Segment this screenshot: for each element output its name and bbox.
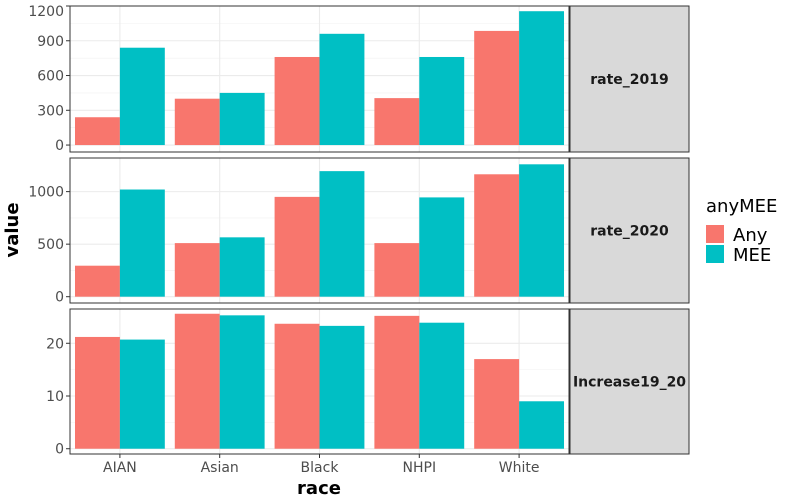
x-axis: AIAN Asian Black NHPI White	[103, 454, 539, 476]
bar-any-black	[274, 56, 320, 146]
x-tick-label: NHPI	[403, 460, 437, 476]
y-tick-label: 300	[37, 103, 64, 119]
bar-mee-aian	[119, 47, 165, 146]
bar-mee-black	[319, 33, 365, 146]
bar-any-asian	[174, 98, 220, 146]
bar-any-aian	[74, 336, 120, 449]
legend-title: anyMEE	[706, 196, 777, 217]
facet-strip-label: Increase19_20	[573, 375, 686, 391]
y-tick-label: 20	[46, 336, 64, 352]
y-tick-label: 0	[55, 290, 64, 306]
bar-any-aian	[74, 117, 120, 146]
facet-strip-label: rate_2020	[590, 224, 669, 240]
y-tick-label: 600	[37, 69, 64, 85]
facet-strip-label: rate_2019	[590, 72, 669, 88]
y-tick-label: 1000	[28, 185, 64, 201]
bar-any-nhpi	[374, 243, 420, 297]
bar-any-nhpi	[374, 315, 420, 449]
y-tick-label: 500	[37, 237, 64, 253]
facet-panel-rate_2019: 0 300 600 900 1200 rate_2019	[28, 4, 690, 154]
bar-mee-nhpi	[419, 197, 465, 297]
panel-border	[69, 157, 570, 304]
legend-label-any: Any	[733, 225, 768, 246]
x-tick-label: Asian	[201, 460, 239, 476]
bar-any-aian	[74, 265, 120, 297]
bar-mee-nhpi	[419, 322, 465, 449]
x-tick-label: AIAN	[103, 460, 137, 476]
bar-mee-asian	[219, 237, 265, 297]
facet-panel-rate_2020: 0 500 1000 rate_2020	[28, 157, 690, 306]
y-tick-label: 10	[46, 389, 64, 405]
bar-mee-aian	[119, 339, 165, 449]
y-axis-title: value	[2, 202, 23, 257]
y-tick-label: 1200	[28, 4, 64, 20]
bar-any-asian	[174, 313, 220, 449]
bar-any-asian	[174, 243, 220, 297]
bar-any-white	[474, 174, 520, 297]
legend-key-any	[706, 225, 724, 243]
bar-any-nhpi	[374, 98, 420, 146]
bar-mee-black	[319, 171, 365, 297]
bar-mee-nhpi	[419, 56, 465, 146]
bar-mee-white	[519, 164, 565, 297]
legend-key-mee	[706, 245, 724, 263]
bar-mee-asian	[219, 315, 265, 449]
facet-panel-Increase19_20: 0 10 20 Increase19_20	[46, 308, 690, 458]
bar-any-black	[274, 196, 320, 297]
y-tick-label: 900	[37, 34, 64, 50]
bar-mee-aian	[119, 189, 165, 297]
facet-strip	[569, 5, 690, 153]
facet-panels: 0 300 600 900 1200 rate_2019 0 500 1000 rate_2020…	[28, 4, 690, 458]
bar-mee-black	[319, 325, 365, 449]
facet-strip	[569, 308, 690, 455]
bar-any-white	[474, 359, 520, 449]
bar-any-black	[274, 323, 320, 449]
bar-mee-white	[519, 401, 565, 449]
bar-mee-asian	[219, 92, 265, 146]
y-tick-label: 0	[55, 442, 64, 458]
x-tick-label: White	[499, 460, 540, 476]
bar-any-white	[474, 30, 520, 146]
legend-label-mee: MEE	[733, 245, 771, 266]
facet-strip	[569, 157, 690, 304]
x-tick-label: Black	[301, 460, 340, 476]
bar-mee-white	[519, 11, 565, 146]
x-axis-title: race	[297, 478, 341, 499]
y-tick-label: 0	[55, 138, 64, 154]
panel-border	[69, 5, 570, 153]
